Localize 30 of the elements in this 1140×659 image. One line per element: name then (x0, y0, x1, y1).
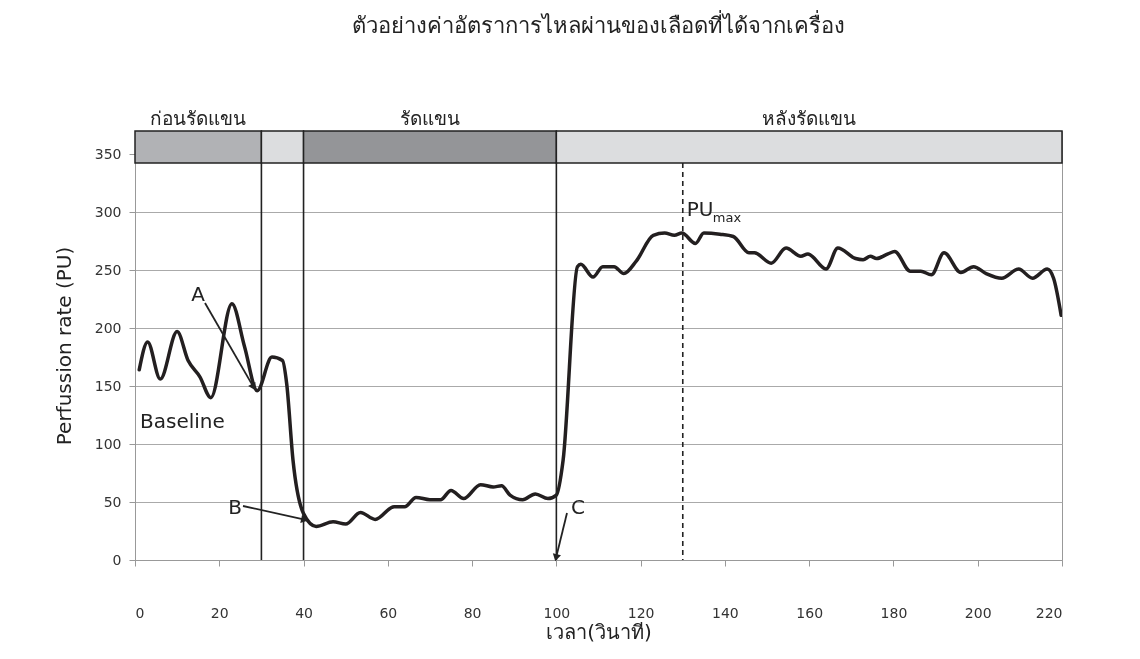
x-tick-label: 60 (379, 604, 398, 621)
y-tick-label: 300 (94, 203, 122, 220)
x-tick-label: 140 (712, 604, 739, 621)
x-tick-label: 80 (463, 604, 482, 621)
y-axis-title: Perfussion rate (PU) (51, 246, 76, 446)
annotation: A (191, 282, 206, 306)
x-tick-label: 20 (210, 604, 229, 621)
annotation: Baseline (140, 409, 225, 433)
band-label: หลังรัดแขน (762, 107, 857, 129)
x-tick-label: 160 (796, 604, 824, 621)
annotation: C (571, 495, 585, 519)
x-tick-label: 0 (135, 604, 145, 621)
x-tick-label: 40 (295, 604, 313, 621)
x-tick-label: 100 (543, 604, 571, 621)
band-label: ก่อนรัดแขน (150, 107, 247, 129)
y-tick-label: 100 (94, 435, 122, 452)
y-tick-label: 0 (112, 551, 122, 568)
x-axis-title: เวลา(วินาที) (546, 619, 652, 644)
y-tick-label: 200 (94, 319, 122, 336)
y-tick-label: 150 (94, 377, 122, 394)
band-label: รัดแขน (399, 107, 460, 129)
x-tick-label: 180 (880, 604, 908, 621)
y-tick-label: 50 (103, 493, 122, 510)
x-tick-label: 120 (627, 604, 655, 621)
x-tick-label: 200 (964, 604, 992, 621)
y-tick-label: 350 (94, 145, 122, 162)
x-tick-label: 220 (1035, 604, 1063, 621)
y-tick-label: 250 (94, 261, 122, 278)
annotation: B (228, 495, 242, 519)
chart-title: ตัวอย่างค่าอัตราการไหลผ่านของเลือดที่ได้จากเครื่อง (352, 10, 845, 38)
